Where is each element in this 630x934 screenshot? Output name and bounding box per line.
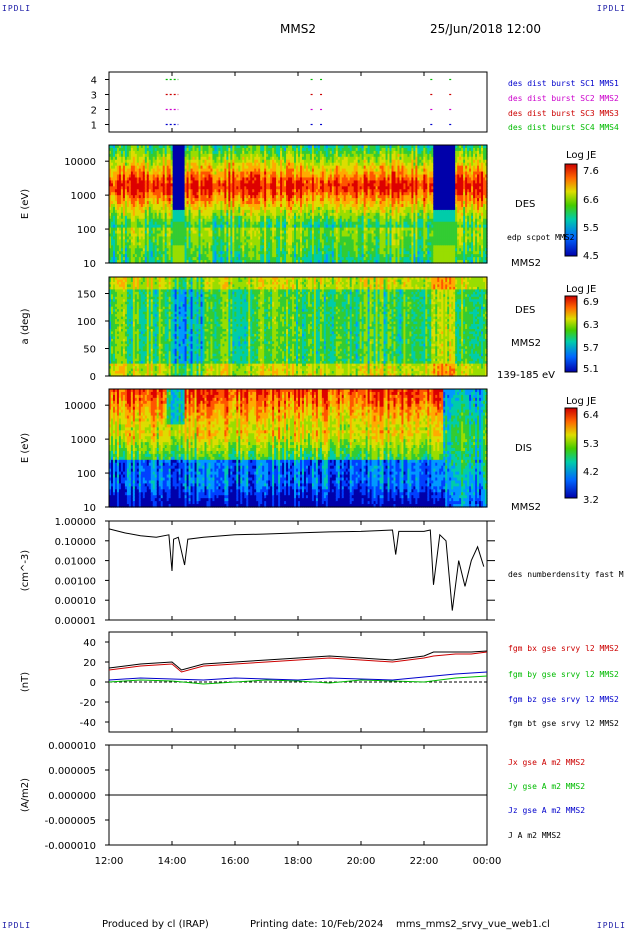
burst-ytick-1: 1 <box>91 121 97 132</box>
burst-ytick-3: 3 <box>91 91 97 102</box>
burst-ytick-4: 4 <box>91 76 97 87</box>
burst-ytick-2: 2 <box>91 106 97 117</box>
panel-frame-1 <box>109 72 487 132</box>
plot-canvas: 123410100100010000E (eV)050100150a (deg)… <box>0 0 630 934</box>
